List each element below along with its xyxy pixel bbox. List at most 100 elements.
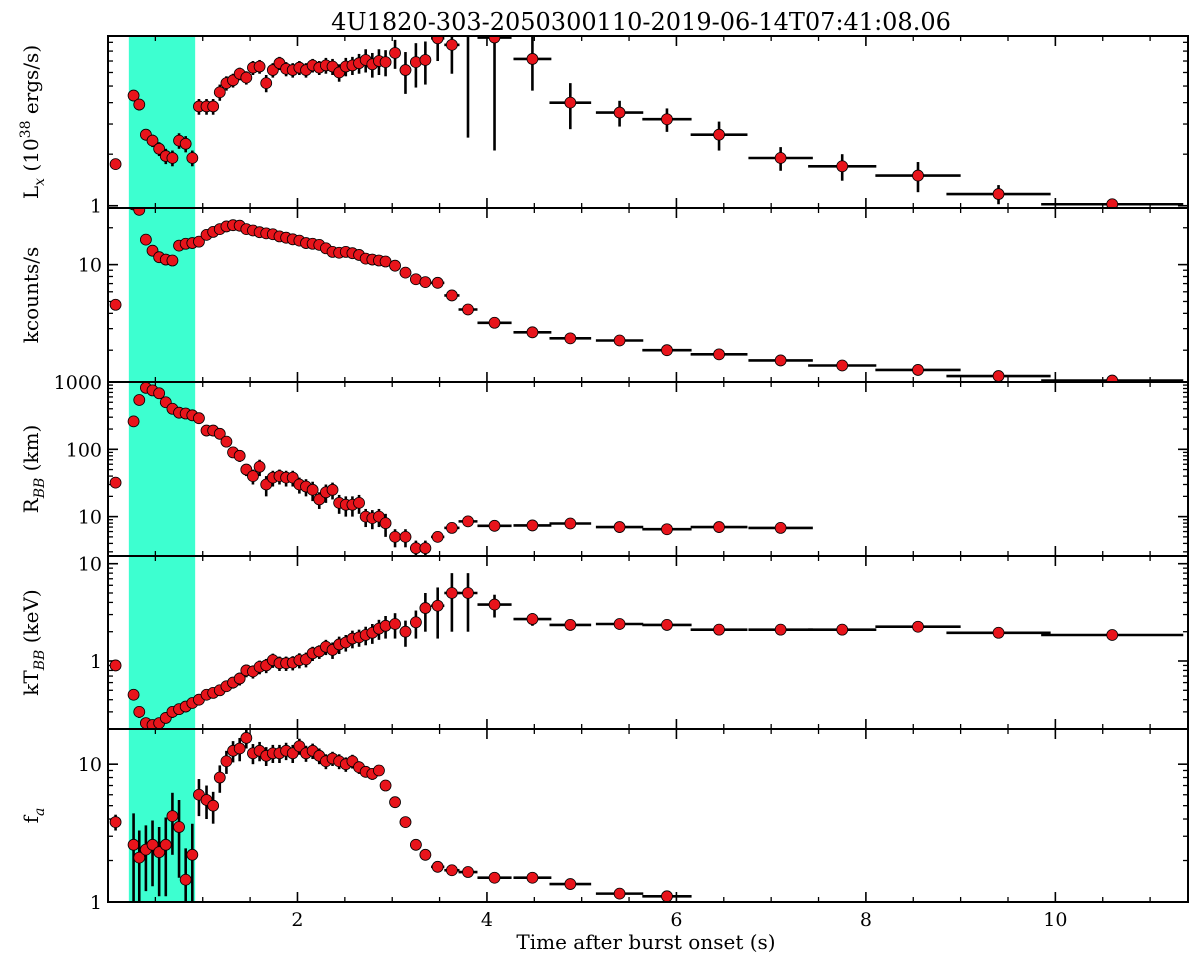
data-point xyxy=(836,160,849,173)
data-point xyxy=(409,838,422,851)
data-point xyxy=(247,470,259,482)
chart-title: 4U1820-303-2050300110-2019-06-14T07:41:0… xyxy=(331,8,951,36)
shaded-region-4 xyxy=(128,556,196,729)
data-point xyxy=(912,169,924,182)
x-tick-label: 4 xyxy=(481,909,493,931)
data-point xyxy=(488,871,501,884)
y-tick-label: 100 xyxy=(66,439,102,461)
data-point xyxy=(774,152,787,164)
data-point xyxy=(836,623,849,636)
data-point xyxy=(661,523,673,536)
data-point xyxy=(613,521,626,533)
data-point xyxy=(133,208,146,216)
x-tick-label: 8 xyxy=(860,909,872,931)
data-point xyxy=(127,415,140,428)
data-point xyxy=(207,799,220,812)
data-point xyxy=(713,348,725,361)
data-point xyxy=(462,866,474,878)
data-point xyxy=(179,137,192,150)
data-point xyxy=(912,620,924,633)
data-point xyxy=(127,688,140,701)
data-point xyxy=(379,517,392,530)
data-point xyxy=(186,152,199,164)
data-point xyxy=(1106,198,1119,208)
data-point xyxy=(127,89,140,102)
data-point xyxy=(133,98,146,111)
data-point xyxy=(445,289,458,302)
data-point xyxy=(488,36,501,44)
data-point xyxy=(431,599,444,612)
panel-2: 10 kcounts/s xyxy=(19,207,1189,383)
series-1 xyxy=(109,36,1184,208)
data-point xyxy=(445,587,458,599)
data-point xyxy=(389,47,401,59)
data-point xyxy=(173,821,185,833)
data-point xyxy=(488,519,501,532)
data-point xyxy=(213,86,226,99)
data-point xyxy=(389,259,401,272)
y-axis-title-5: fa​ xyxy=(19,808,48,824)
data-point xyxy=(419,276,432,288)
data-point xyxy=(213,427,226,440)
data-point xyxy=(445,38,458,51)
data-point xyxy=(193,412,205,425)
y-tick-label: 1000 xyxy=(54,372,102,394)
panels: 1 Lx​ (1038​ ergs/s) 10 kcounts/s 10 100 1000 R… xyxy=(18,35,1189,931)
series-5 xyxy=(109,729,692,902)
data-point xyxy=(213,771,226,784)
data-point xyxy=(661,344,673,357)
data-point xyxy=(240,732,253,744)
data-point xyxy=(166,810,179,823)
data-point xyxy=(488,316,501,329)
data-point xyxy=(462,587,474,599)
data-point xyxy=(774,623,787,636)
y-axis-title-2: kcounts/s xyxy=(19,247,43,343)
panel-3: 10 100 1000 RBB​ (km) xyxy=(19,372,1189,557)
data-point xyxy=(399,816,412,828)
data-point xyxy=(774,354,787,367)
data-point xyxy=(445,521,458,534)
data-point xyxy=(109,476,122,489)
data-point xyxy=(233,672,246,685)
series-3 xyxy=(109,382,813,556)
data-point xyxy=(462,303,474,316)
data-point xyxy=(526,326,539,339)
data-point xyxy=(379,619,392,632)
data-point xyxy=(713,128,725,141)
data-point xyxy=(233,449,246,462)
panel-frame xyxy=(107,35,1189,209)
data-point xyxy=(399,530,412,543)
y-axis-title-1: Lx​ (1038​ ergs/s) xyxy=(18,45,48,199)
data-point xyxy=(207,100,220,113)
data-point xyxy=(133,394,146,406)
data-point xyxy=(431,860,444,873)
data-point xyxy=(399,266,412,279)
data-point xyxy=(326,483,339,496)
panel-1: 1 Lx​ (1038​ ergs/s) xyxy=(18,35,1189,218)
data-point xyxy=(564,96,577,109)
y-tick-label: 10 xyxy=(78,554,102,576)
data-point xyxy=(186,848,199,861)
data-point xyxy=(389,530,401,543)
data-point xyxy=(431,530,444,543)
data-point xyxy=(836,359,849,372)
data-point xyxy=(613,887,626,900)
data-point xyxy=(139,233,152,246)
data-point xyxy=(253,60,266,73)
x-tick-label: 6 xyxy=(670,909,682,931)
data-point xyxy=(166,254,179,267)
data-point xyxy=(564,517,577,530)
data-point xyxy=(146,134,159,147)
data-point xyxy=(431,276,444,289)
series-4 xyxy=(109,573,1184,729)
x-tick-label: 10 xyxy=(1043,909,1067,931)
data-point xyxy=(379,56,392,68)
data-point xyxy=(1106,374,1119,382)
data-point xyxy=(153,387,166,400)
data-point xyxy=(166,152,179,164)
data-point xyxy=(713,521,725,533)
data-point xyxy=(526,613,539,625)
data-point xyxy=(445,864,458,877)
